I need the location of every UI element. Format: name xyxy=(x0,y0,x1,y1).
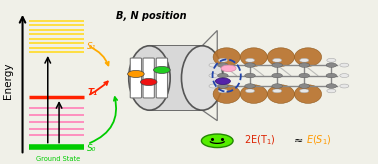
Ellipse shape xyxy=(129,46,170,110)
Text: B, N position: B, N position xyxy=(116,11,187,21)
Circle shape xyxy=(272,63,282,67)
Text: Ground State: Ground State xyxy=(36,156,81,162)
Ellipse shape xyxy=(240,48,267,66)
Circle shape xyxy=(299,73,310,78)
Circle shape xyxy=(218,63,228,67)
FancyBboxPatch shape xyxy=(143,58,154,98)
Circle shape xyxy=(201,134,233,148)
Circle shape xyxy=(209,84,218,88)
Circle shape xyxy=(299,84,310,88)
Ellipse shape xyxy=(267,85,294,103)
Circle shape xyxy=(273,58,282,62)
FancyArrowPatch shape xyxy=(90,97,117,143)
Circle shape xyxy=(209,63,218,67)
Circle shape xyxy=(299,63,310,67)
Circle shape xyxy=(245,84,255,88)
Ellipse shape xyxy=(240,85,267,103)
Ellipse shape xyxy=(294,85,322,103)
Circle shape xyxy=(327,89,336,93)
Circle shape xyxy=(340,84,349,88)
Circle shape xyxy=(245,89,254,93)
Circle shape xyxy=(326,63,337,67)
Ellipse shape xyxy=(213,85,240,103)
Ellipse shape xyxy=(213,48,240,66)
Text: $\approx$: $\approx$ xyxy=(291,135,303,145)
Circle shape xyxy=(221,65,236,72)
FancyBboxPatch shape xyxy=(130,58,141,98)
Circle shape xyxy=(153,66,170,73)
Circle shape xyxy=(209,74,218,78)
Polygon shape xyxy=(149,46,202,110)
Circle shape xyxy=(340,74,349,78)
Circle shape xyxy=(128,70,144,78)
Circle shape xyxy=(272,73,282,78)
Circle shape xyxy=(218,58,228,62)
Circle shape xyxy=(140,78,157,86)
Circle shape xyxy=(272,84,282,88)
FancyArrowPatch shape xyxy=(90,82,108,94)
Circle shape xyxy=(245,58,254,62)
Ellipse shape xyxy=(294,48,322,66)
Text: $E(S_1)$: $E(S_1)$ xyxy=(306,133,332,147)
Circle shape xyxy=(326,84,337,88)
Ellipse shape xyxy=(267,48,294,66)
Text: T₁: T₁ xyxy=(87,88,98,96)
Circle shape xyxy=(245,63,255,67)
Circle shape xyxy=(218,73,228,78)
Ellipse shape xyxy=(181,46,223,110)
FancyArrowPatch shape xyxy=(90,47,109,65)
Circle shape xyxy=(218,84,228,88)
Circle shape xyxy=(340,63,349,67)
Circle shape xyxy=(218,89,228,93)
Text: S₀: S₀ xyxy=(87,144,97,153)
FancyBboxPatch shape xyxy=(156,58,167,98)
Circle shape xyxy=(273,89,282,93)
Circle shape xyxy=(300,58,309,62)
Circle shape xyxy=(326,73,337,78)
Circle shape xyxy=(245,73,255,78)
Text: $2\mathrm{E}(\mathrm{T}_1)$: $2\mathrm{E}(\mathrm{T}_1)$ xyxy=(243,133,276,147)
Circle shape xyxy=(327,58,336,62)
Text: Energy: Energy xyxy=(3,63,13,99)
Circle shape xyxy=(215,78,231,84)
Text: S₁: S₁ xyxy=(87,42,97,51)
Circle shape xyxy=(300,89,309,93)
